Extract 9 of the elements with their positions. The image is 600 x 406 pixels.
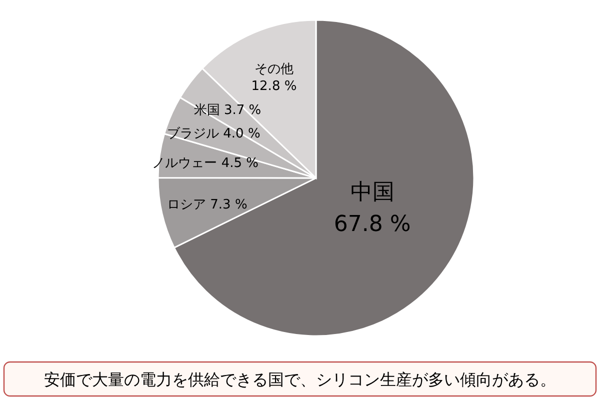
slice-label: その他 bbox=[254, 62, 294, 78]
data-label: 67.8 % bbox=[334, 212, 411, 238]
data-label: 12.8 % bbox=[251, 79, 297, 94]
slice-label: ブラジル 4.0 % bbox=[167, 126, 260, 142]
slice-label: 中国 bbox=[350, 180, 394, 206]
text: 安価で大量の電力を供給できる国で、シリコン生産が多い傾向がある。 bbox=[44, 370, 556, 389]
slice-label: ロシア 7.3 % bbox=[167, 198, 248, 213]
slice-label: 米国 3.7 % bbox=[194, 103, 262, 118]
slice-label: ノルウェー 4.5 % bbox=[152, 156, 259, 171]
